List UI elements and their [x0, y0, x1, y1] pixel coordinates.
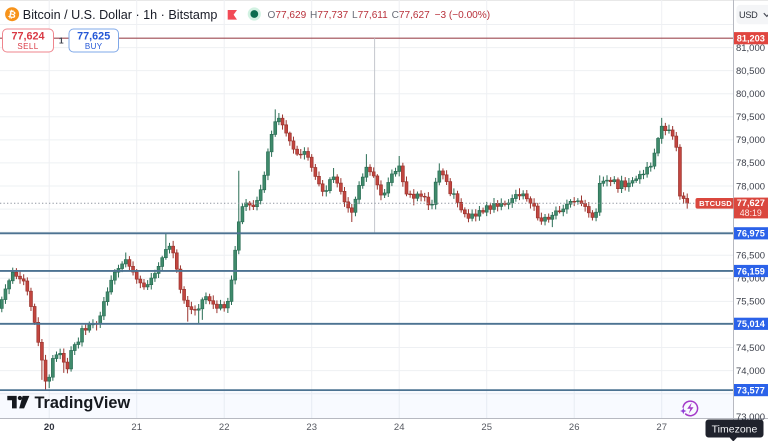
svg-text:78,500: 78,500 — [736, 158, 765, 169]
svg-text:77,625: 77,625 — [77, 31, 110, 43]
svg-text:USD: USD — [739, 10, 758, 20]
svg-text:74,500: 74,500 — [736, 343, 765, 354]
svg-text:81,000: 81,000 — [736, 43, 765, 54]
svg-text:81,203: 81,203 — [737, 34, 765, 44]
svg-text:21: 21 — [131, 422, 142, 433]
svg-text:24: 24 — [394, 422, 405, 433]
svg-text:79,000: 79,000 — [736, 135, 765, 146]
svg-text:77,627: 77,627 — [737, 198, 765, 208]
svg-text:76,500: 76,500 — [736, 251, 765, 262]
svg-text:76,000: 76,000 — [736, 274, 765, 285]
svg-text:BUY: BUY — [85, 42, 103, 51]
svg-text:22: 22 — [219, 422, 230, 433]
svg-text:76,159: 76,159 — [737, 266, 765, 276]
svg-text:Bitcoin / U.S. Dollar · 1h · B: Bitcoin / U.S. Dollar · 1h · Bitstamp — [23, 8, 218, 22]
svg-text:74,000: 74,000 — [736, 366, 765, 377]
svg-text:80,000: 80,000 — [736, 89, 765, 100]
svg-text:Timezone: Timezone — [712, 423, 758, 435]
svg-text:27: 27 — [656, 422, 667, 433]
svg-text:73,577: 73,577 — [737, 385, 765, 395]
svg-text:26: 26 — [569, 422, 580, 433]
svg-text:80,500: 80,500 — [736, 66, 765, 77]
svg-text:76,975: 76,975 — [737, 229, 765, 239]
svg-text:20: 20 — [44, 422, 55, 433]
svg-text:48:19: 48:19 — [740, 208, 762, 218]
svg-text:75,014: 75,014 — [737, 319, 766, 329]
svg-text:1: 1 — [59, 35, 64, 45]
svg-text:25: 25 — [481, 422, 492, 433]
svg-text:75,500: 75,500 — [736, 297, 765, 308]
svg-text:73,000: 73,000 — [736, 412, 765, 423]
svg-text:23: 23 — [306, 422, 317, 433]
svg-text:TradingView: TradingView — [35, 394, 131, 412]
svg-text:SELL: SELL — [17, 42, 38, 51]
svg-text:O77,629 H77,737 L77,611 C77,62: O77,629 H77,737 L77,611 C77,627 −3 (−0.0… — [268, 10, 491, 21]
svg-text:₿: ₿ — [7, 9, 17, 21]
svg-text:BTCUSD: BTCUSD — [699, 199, 732, 208]
svg-text:78,000: 78,000 — [736, 181, 765, 192]
svg-text:77,624: 77,624 — [11, 31, 44, 43]
svg-text:79,500: 79,500 — [736, 112, 765, 123]
